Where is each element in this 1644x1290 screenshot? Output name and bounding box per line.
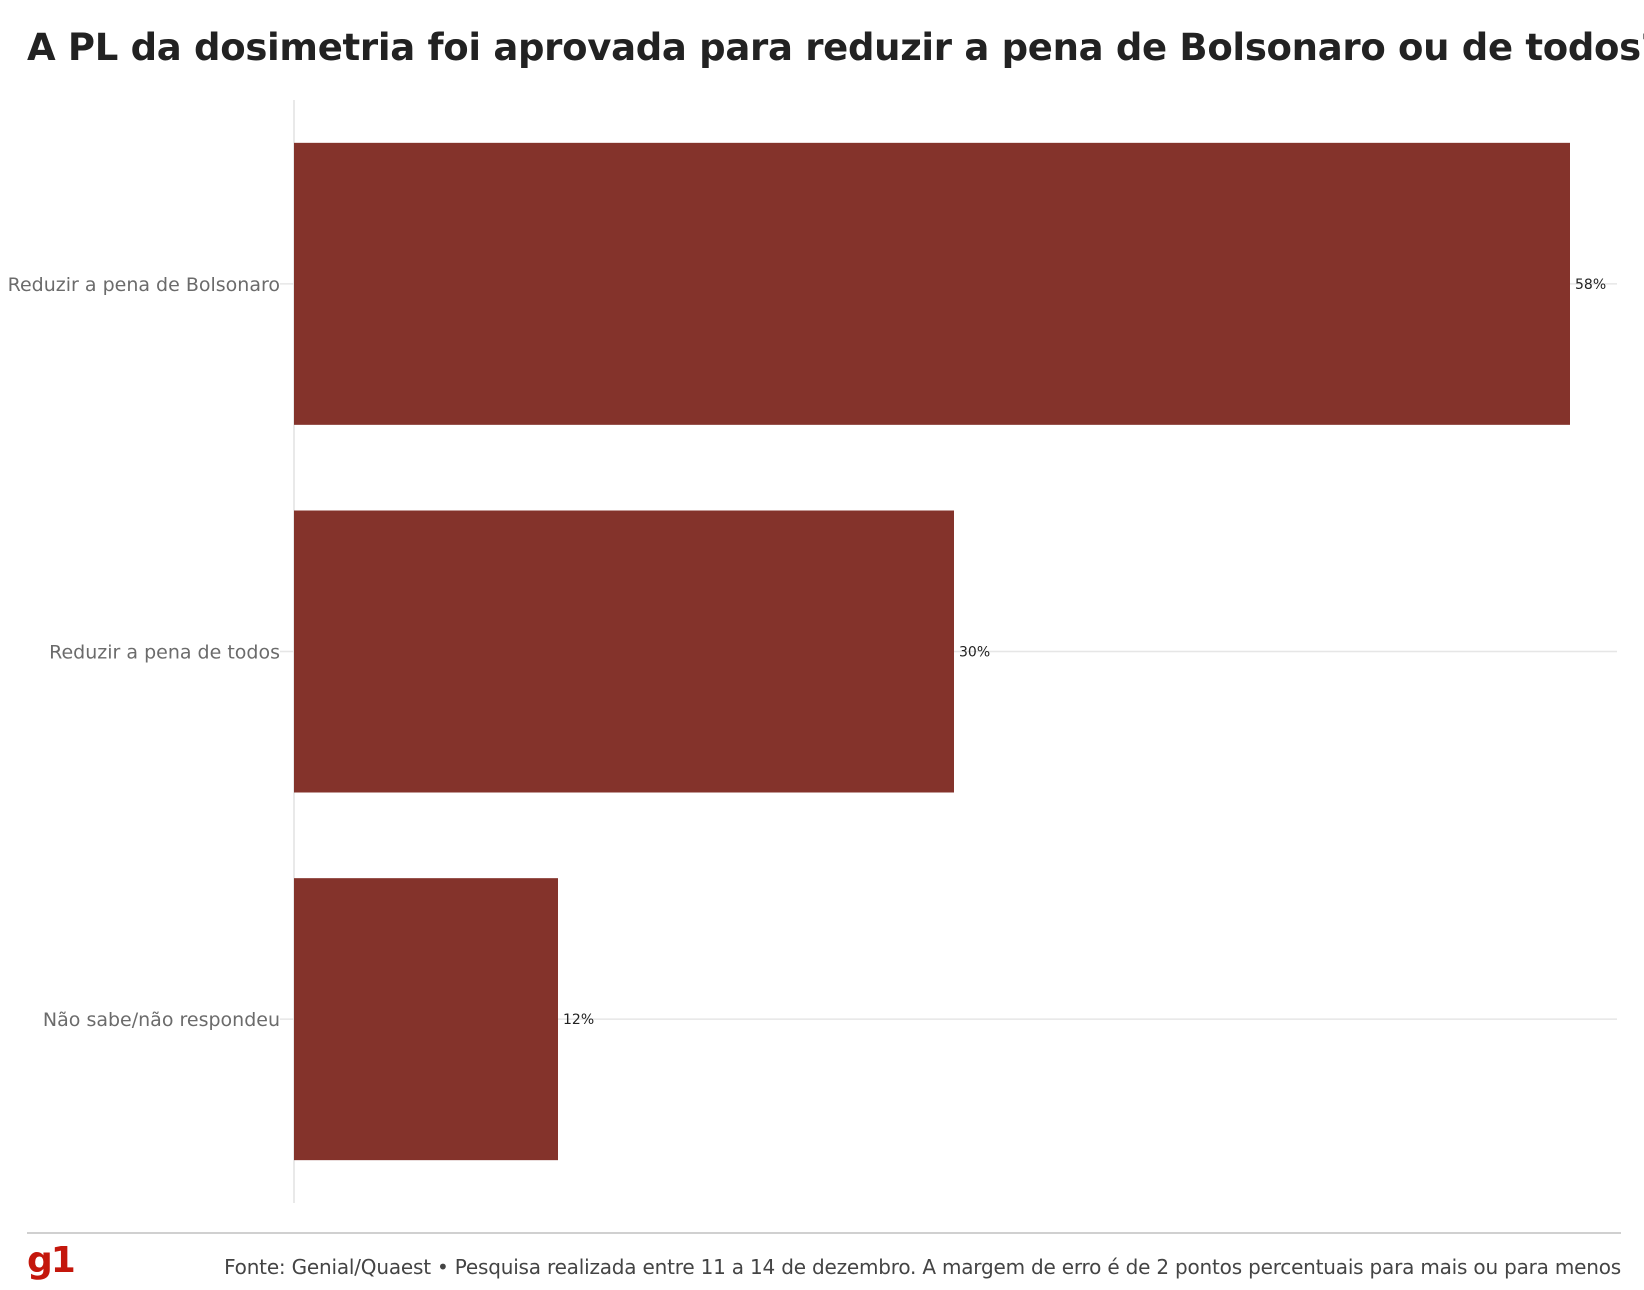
- bar-2: [294, 510, 954, 793]
- value-label: 58%: [1575, 277, 1606, 293]
- category-label: Reduzir a pena de Bolsonaro: [8, 274, 280, 296]
- chart-title: A PL da dosimetria foi aprovada para red…: [27, 26, 1644, 69]
- bar-3: [294, 878, 558, 1161]
- category-label: Reduzir a pena de todos: [49, 642, 280, 664]
- value-label: 30%: [959, 645, 990, 661]
- bar-chart: Reduzir a pena de Bolsonaro 58% Reduzir a …: [8, 100, 1617, 1203]
- value-label: 12%: [563, 1012, 594, 1028]
- bar-1: [294, 142, 1570, 425]
- category-label: Não sabe/não respondeu: [43, 1009, 280, 1031]
- g1-logo: g1: [27, 1240, 76, 1281]
- footer-divider: [27, 1232, 1621, 1234]
- source-note: Fonte: Genial/Quaest • Pesquisa realizad…: [224, 1255, 1621, 1279]
